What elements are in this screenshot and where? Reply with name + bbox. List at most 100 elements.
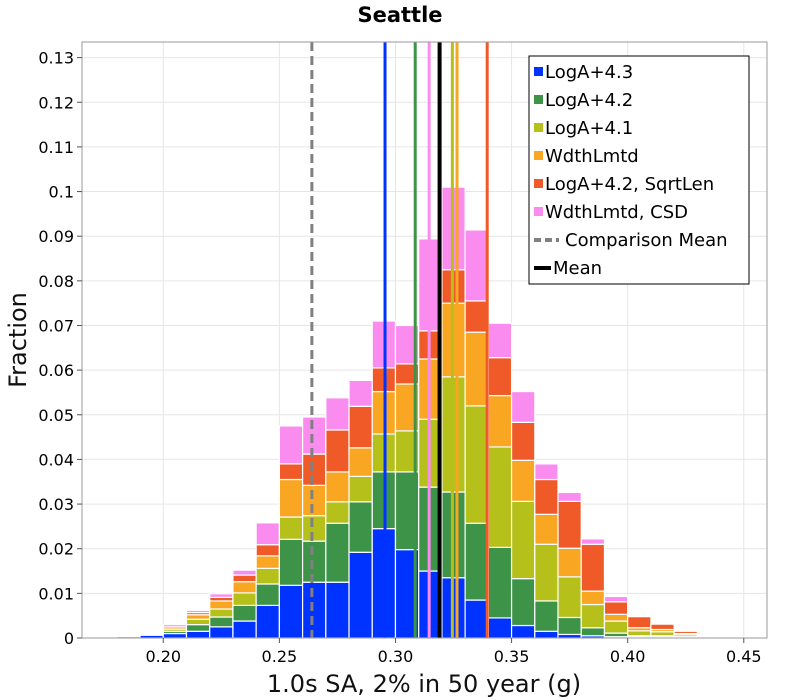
bar-segment bbox=[162, 624, 188, 628]
bar-segment bbox=[580, 603, 606, 629]
bar-segment bbox=[209, 593, 234, 598]
y-tick-label: 0.03 bbox=[38, 495, 74, 514]
bar-segment bbox=[510, 578, 536, 627]
bar-segment bbox=[557, 491, 582, 502]
bar-segment bbox=[510, 459, 536, 502]
bar-segment bbox=[487, 357, 513, 397]
bar-segment bbox=[232, 592, 257, 607]
bar-segment bbox=[580, 543, 606, 592]
bar-segment bbox=[325, 471, 350, 503]
x-tick-label: 0.35 bbox=[494, 647, 530, 666]
bar-segment bbox=[534, 543, 559, 602]
bar-segment bbox=[325, 397, 350, 431]
bar-segment bbox=[464, 300, 489, 333]
bar-segment bbox=[534, 630, 559, 639]
bar-segment bbox=[209, 616, 234, 628]
y-tick-label: 0.06 bbox=[38, 361, 74, 380]
legend-swatch bbox=[534, 95, 543, 104]
bar-segment bbox=[185, 618, 211, 626]
legend-label: Comparison Mean bbox=[565, 230, 728, 251]
bar-segment bbox=[487, 617, 513, 639]
x-tick-label: 0.40 bbox=[610, 647, 646, 666]
y-tick-label: 0.01 bbox=[38, 584, 74, 603]
bar-segment bbox=[464, 522, 489, 601]
bar-segment bbox=[464, 229, 489, 302]
y-tick-label: 0.13 bbox=[38, 49, 74, 68]
bar-segment bbox=[348, 447, 373, 477]
bar-segment bbox=[278, 584, 304, 639]
bar-segment bbox=[301, 416, 327, 455]
bar-segment bbox=[603, 595, 629, 603]
bar-segment bbox=[534, 513, 559, 545]
bar-segment bbox=[603, 620, 629, 634]
legend-label: Mean bbox=[553, 258, 602, 279]
bar-segment bbox=[185, 609, 211, 614]
bar-segment bbox=[534, 600, 559, 632]
bar-segment bbox=[232, 604, 257, 622]
x-axis-ticks: 0.20 0.25 0.30 0.35 0.40 0.45 bbox=[145, 638, 762, 666]
legend-swatch bbox=[534, 207, 543, 216]
bar-segment bbox=[185, 630, 211, 639]
bar-segment bbox=[278, 463, 304, 481]
bar-segment bbox=[534, 478, 559, 515]
bar-segment bbox=[209, 600, 234, 610]
legend-label: LogA+4.1 bbox=[545, 118, 633, 139]
bar-segment bbox=[534, 463, 559, 481]
y-axis-label: Fraction bbox=[4, 292, 32, 388]
y-tick-label: 0.11 bbox=[38, 138, 74, 157]
bar-segment bbox=[510, 624, 536, 639]
legend-swatch bbox=[534, 123, 543, 132]
bar-segment bbox=[325, 522, 350, 583]
chart-title: Seattle bbox=[357, 3, 442, 27]
bar-segment bbox=[627, 630, 652, 637]
bar-segment bbox=[255, 544, 280, 557]
legend-label: LogA+4.3 bbox=[545, 62, 633, 83]
y-tick-label: 0.09 bbox=[38, 227, 74, 246]
bar-segment bbox=[650, 631, 675, 637]
legend-label: WdthLmtd bbox=[545, 146, 639, 167]
x-tick-label: 0.20 bbox=[145, 647, 181, 666]
bar-segment bbox=[325, 501, 350, 524]
bar-segment bbox=[487, 394, 513, 448]
y-tick-label: 0.02 bbox=[38, 540, 74, 559]
bar-segment bbox=[557, 547, 582, 578]
legend-label: WdthLmtd, CSD bbox=[545, 202, 688, 223]
legend-swatch bbox=[534, 151, 543, 160]
y-tick-label: 0 bbox=[64, 629, 74, 648]
bar-segment bbox=[510, 500, 536, 580]
x-tick-label: 0.30 bbox=[378, 647, 414, 666]
legend: LogA+4.3 LogA+4.2 LogA+4.1 WdthLmtd LogA+4.2… bbox=[528, 55, 750, 285]
bar-segment bbox=[673, 630, 698, 635]
bar-segment bbox=[185, 624, 211, 632]
bar-segment bbox=[348, 501, 373, 553]
bar-segment bbox=[464, 331, 489, 407]
bar-segment bbox=[580, 627, 606, 637]
y-axis-ticks: 0 0.01 0.02 0.03 0.04 0.05 0.06 0.07 0.08 0.09 0.1… bbox=[38, 49, 82, 648]
bar-segment bbox=[487, 322, 513, 359]
mean-lines bbox=[310, 42, 489, 638]
bar-segment bbox=[255, 522, 280, 546]
y-tick-label: 0.04 bbox=[38, 450, 74, 469]
bar-segment bbox=[325, 429, 350, 473]
bar-segment bbox=[301, 540, 327, 583]
bar-segment bbox=[185, 614, 211, 620]
legend-swatch bbox=[534, 179, 543, 188]
bar-segment bbox=[301, 484, 327, 517]
bar-segment bbox=[510, 421, 536, 461]
bar-segment bbox=[301, 515, 327, 542]
bar-segment bbox=[232, 581, 257, 594]
bar-segment bbox=[278, 478, 304, 518]
bar-segment bbox=[209, 626, 234, 639]
bar-segment bbox=[162, 632, 188, 639]
y-tick-label: 0.07 bbox=[38, 316, 74, 335]
bar-segment bbox=[278, 516, 304, 540]
bar-segment bbox=[255, 583, 280, 607]
bar-segment bbox=[603, 601, 629, 615]
plot-frame bbox=[81, 41, 768, 639]
legend-box bbox=[528, 55, 750, 285]
y-tick-label: 0.05 bbox=[38, 406, 74, 425]
legend-label: LogA+4.2, SqrtLen bbox=[545, 174, 714, 195]
bar-segment bbox=[627, 615, 652, 629]
bar-segment bbox=[487, 546, 513, 619]
